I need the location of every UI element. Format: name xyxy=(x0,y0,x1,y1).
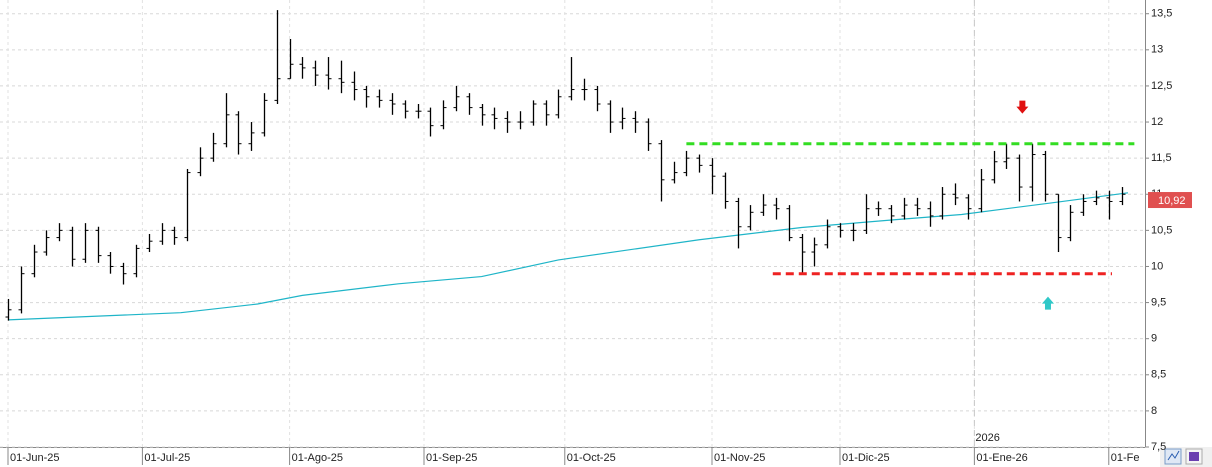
y-tick-label: 8 xyxy=(1151,405,1157,417)
y-tick-label: 13,5 xyxy=(1151,8,1172,20)
x-tick-label: 01-Ago-25 xyxy=(292,452,343,464)
moving-average xyxy=(7,192,1129,321)
x-tick-label: 01-Ene-26 xyxy=(976,452,1027,464)
toolbar xyxy=(1160,447,1212,467)
y-tick-label: 7,5 xyxy=(1151,441,1166,453)
y-tick-label: 8,5 xyxy=(1151,369,1166,381)
x-tick-label: 01-Oct-25 xyxy=(567,452,616,464)
x-tick-label: 01-Dic-25 xyxy=(842,452,890,464)
x-tick-label: 01-Jun-25 xyxy=(10,452,60,464)
chart-icon xyxy=(1167,450,1180,461)
chart-button[interactable] xyxy=(1164,448,1182,465)
y-tick-label: 10 xyxy=(1151,260,1163,272)
y-tick-label: 9,5 xyxy=(1151,296,1166,308)
x-tick-label: 01-Jul-25 xyxy=(144,452,190,464)
x-tick-label: 01-Sep-25 xyxy=(426,452,477,464)
signal-arrow xyxy=(1041,296,1054,310)
y-tick-label: 13 xyxy=(1151,44,1163,56)
x-tick-label: 01-Nov-25 xyxy=(714,452,765,464)
y-tick-label: 11,5 xyxy=(1151,152,1172,164)
price-tag xyxy=(1148,192,1192,209)
year-label: 2026 xyxy=(975,432,999,444)
y-tick-label: 12,5 xyxy=(1151,80,1172,92)
y-tick-label: 12 xyxy=(1151,116,1163,128)
signal-arrow xyxy=(1016,100,1029,114)
y-tick-label: 9 xyxy=(1151,333,1157,345)
x-tick-label: 01-Fe xyxy=(1111,452,1140,464)
y-tick-label: 10,5 xyxy=(1151,224,1172,236)
price-tag-label: 10,92 xyxy=(1158,195,1186,207)
save-icon xyxy=(1189,452,1199,461)
